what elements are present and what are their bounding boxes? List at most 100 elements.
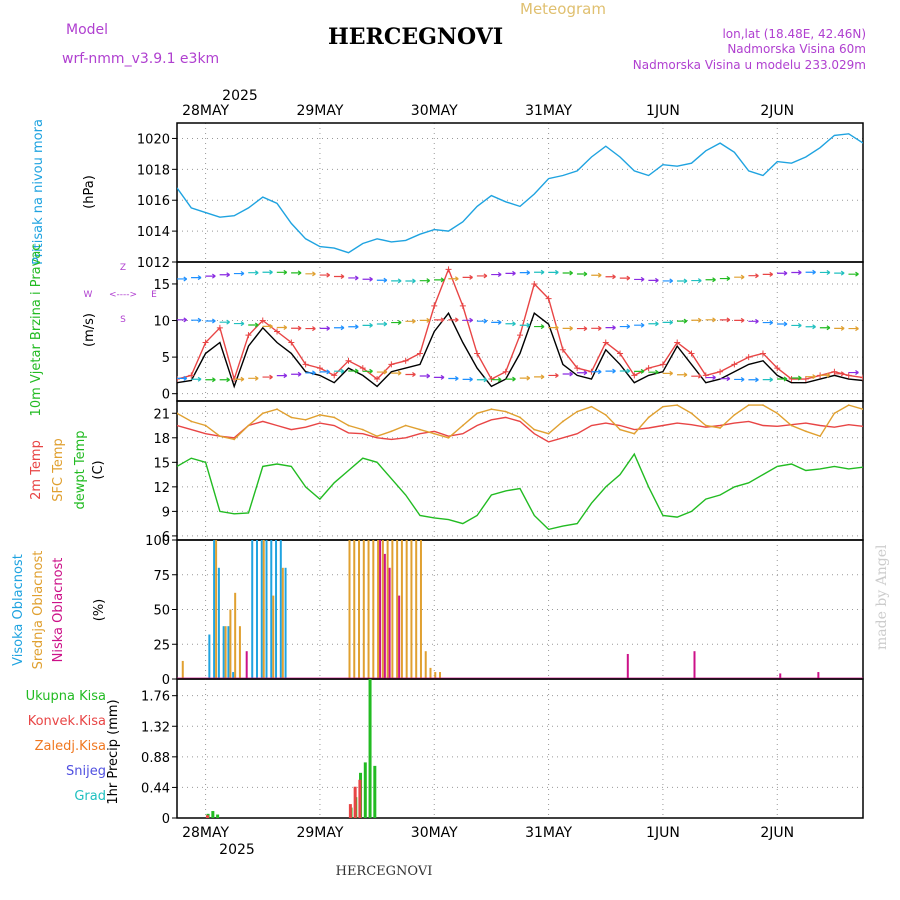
panel-content (205, 679, 377, 818)
panel-content (177, 266, 863, 389)
sfc-dot (204, 424, 207, 427)
wind-arrow (562, 371, 573, 377)
wind-arrow (791, 270, 802, 276)
coords-text: lon,lat (18.48E, 42.46N) (722, 27, 866, 41)
bar (405, 540, 408, 679)
wind-arrow (748, 377, 759, 383)
panel-content (177, 540, 863, 679)
panel-frame (176, 678, 864, 819)
wind-arrow (648, 277, 659, 283)
wind-arrow (276, 325, 288, 331)
wind-arrow (405, 278, 416, 284)
bar (368, 679, 372, 818)
sfc-dot (476, 412, 479, 415)
wind-arrow (605, 274, 616, 280)
temp-title-dewpt: dewpt Temp (73, 430, 88, 509)
temp-title-sfc: SFC Temp (51, 438, 66, 502)
gust-marker (177, 376, 180, 383)
bar (817, 672, 820, 679)
bar (383, 553, 386, 679)
wind-arrow (434, 317, 445, 323)
wind-arrow (834, 371, 845, 377)
date-labels-bottom: 28MAY 29MAY 30MAY 31MAY 1JUN 2JUN (182, 825, 794, 841)
wind-arrow (805, 324, 816, 330)
bar (279, 540, 282, 679)
bar (367, 540, 370, 679)
bar (424, 651, 427, 679)
wind-arrow (662, 278, 674, 284)
model-name: wrf-nmm_v3.9.1 e3km (62, 51, 219, 67)
wind-arrow (562, 270, 573, 276)
wind-arrow (748, 273, 759, 279)
wind-arrow (305, 370, 316, 376)
wind-arrow (634, 368, 645, 374)
wind-arrow (619, 324, 631, 330)
sfc-dot (604, 414, 607, 416)
bar (229, 609, 232, 679)
wind-arrow (305, 271, 316, 277)
sfc-dot (819, 435, 822, 438)
bar (260, 540, 263, 679)
gust-marker (631, 372, 638, 379)
wind-arrow (748, 318, 759, 324)
precip-title-text: 1hr Precip (106, 739, 121, 805)
wind-arrow (734, 376, 745, 382)
wind-arrow (819, 325, 831, 331)
wind-arrow (262, 374, 273, 380)
wind-arrow (191, 376, 202, 382)
wind-arrow (591, 369, 602, 375)
bar (211, 811, 215, 818)
y-tick-label: 1.32 (141, 720, 170, 735)
pressure-title: Pritisak na nivou mora (31, 119, 46, 265)
model-elevation-text: Nadmorska Visina u modelu 233.029m (633, 58, 866, 72)
wind-arrow (191, 275, 202, 281)
sfc-dot (519, 416, 521, 419)
sfc-dot (762, 404, 764, 406)
wind-arrow (448, 376, 459, 382)
y-tick-label: 0.88 (141, 751, 170, 766)
sfc-dot (319, 414, 321, 416)
elevation-text: Nadmorska Visina 60m (727, 42, 866, 56)
date-label-bottom: 30MAY (411, 825, 458, 841)
wind-arrow (419, 373, 431, 379)
sfc-dot (590, 405, 593, 408)
wind-arrow (762, 320, 774, 326)
wind-arrow (719, 317, 731, 323)
wind-arrow (333, 325, 345, 331)
wind-arrow (662, 319, 674, 325)
gust-marker (860, 374, 863, 381)
wind-arrow (691, 278, 702, 284)
series-line (177, 452, 863, 531)
bar (400, 540, 403, 679)
wind-arrow (619, 275, 631, 281)
series-line (177, 133, 863, 254)
wind-arrow (648, 369, 659, 375)
bar (410, 540, 413, 679)
bar (205, 815, 209, 818)
wind-arrow (534, 269, 545, 275)
bar (265, 540, 268, 679)
bar (415, 540, 418, 679)
sfc-dot (690, 412, 693, 415)
wind-arrow (662, 370, 674, 376)
y-tick-label: 0 (162, 812, 170, 827)
date-label-top: 29MAY (296, 103, 343, 119)
wind-arrow (391, 278, 402, 284)
wind-arrow (762, 271, 774, 277)
legend-frozen: Zaledj.Kisa (35, 739, 106, 754)
y-tick-label: 1020 (137, 132, 170, 147)
gust-marker (845, 372, 852, 379)
bar (245, 651, 248, 679)
sfc-dot (662, 405, 664, 408)
wind-arrow (819, 269, 831, 275)
gust-marker (517, 332, 523, 339)
wind-arrow (534, 324, 545, 330)
bar (217, 567, 220, 679)
sfc-dot (447, 436, 450, 439)
wind-arrow (348, 275, 359, 281)
wind-arrow (219, 272, 230, 278)
panel-2: 6 9 12 15 18 21 (153, 400, 864, 545)
wind-arrow (591, 272, 602, 278)
date-label-top: 30MAY (411, 103, 458, 119)
